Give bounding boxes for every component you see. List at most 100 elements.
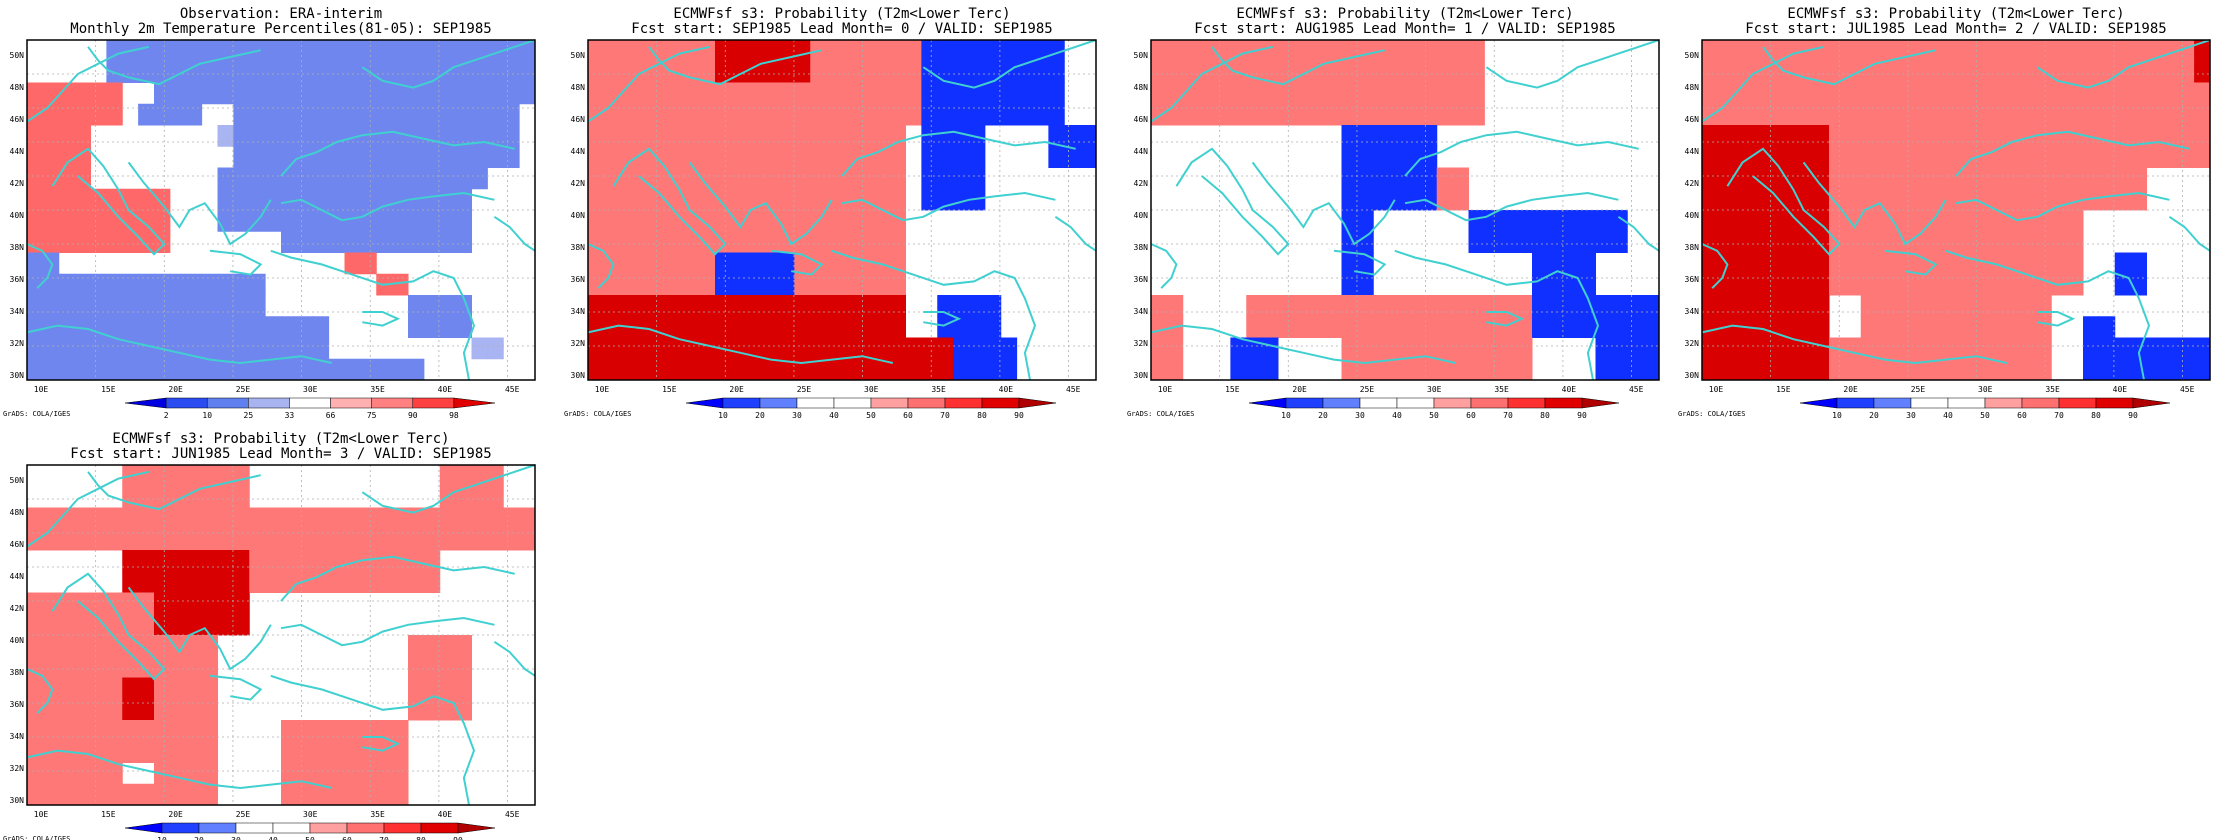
grid-cell	[1341, 358, 1358, 381]
grid-cell	[138, 210, 155, 232]
grid-cell	[1436, 316, 1454, 338]
grid-cell	[58, 592, 76, 615]
grid-cell	[683, 103, 700, 126]
coastline	[841, 191, 1056, 222]
grid-cell	[1749, 40, 1766, 62]
grid-cell	[1717, 61, 1735, 83]
grid-cell	[635, 337, 652, 360]
colorbar-label: 60	[903, 411, 913, 420]
grid-cell	[762, 167, 779, 190]
grid-cell	[42, 295, 60, 317]
grid-cell	[455, 103, 472, 126]
grid-cell	[154, 316, 171, 338]
grid-cell	[1876, 40, 1893, 62]
grid-cell	[265, 61, 282, 83]
grid-cell	[667, 82, 684, 105]
grid-cell	[439, 210, 457, 232]
grid-cell	[778, 337, 795, 360]
grid-cell	[1452, 316, 1469, 338]
grid-cell	[1436, 82, 1454, 105]
grid-cell	[1341, 295, 1358, 317]
grid-cell	[1325, 295, 1342, 317]
grid-cell	[1797, 146, 1814, 168]
grid-cell	[1389, 103, 1406, 126]
grid-cell	[762, 146, 779, 168]
grid-cell	[1781, 125, 1798, 147]
grid-cell	[1452, 40, 1469, 62]
grid-cell	[1357, 167, 1374, 190]
grid-cell	[106, 188, 123, 211]
grid-cell	[873, 295, 891, 317]
grid-cell	[1876, 252, 1893, 275]
grid-cell	[1844, 273, 1862, 296]
grid-cell	[408, 103, 425, 126]
grid-cell	[1484, 316, 1501, 338]
grid-cell	[1357, 40, 1374, 62]
grid-cell	[1892, 125, 1909, 147]
grid-cell	[1908, 231, 1925, 253]
grid-cell	[1532, 295, 1549, 317]
lon-label: 45E	[1629, 385, 1644, 394]
grid-cell	[1733, 188, 1751, 211]
grid-cell	[296, 550, 314, 572]
grid-cell	[2178, 82, 2195, 105]
lon-label: 20E	[1843, 385, 1858, 394]
grid-cell	[667, 40, 684, 62]
grid-cell	[1733, 82, 1751, 105]
grid-cell	[249, 82, 266, 105]
grid-cell	[312, 316, 330, 338]
grid-cell	[1198, 40, 1215, 62]
grid-cell	[233, 592, 250, 615]
grid-cell	[1844, 40, 1862, 62]
grid-cell	[1151, 295, 1168, 317]
lon-label: 35E	[370, 810, 385, 819]
grid-cell	[2067, 210, 2084, 232]
grid-cell	[106, 82, 123, 105]
grid-cell	[1908, 188, 1925, 211]
grid-cell	[1876, 316, 1893, 338]
lon-label: 15E	[101, 810, 116, 819]
grid-cell	[1341, 82, 1358, 105]
grid-cell	[360, 720, 377, 742]
grid-cell	[1182, 40, 1200, 62]
credit-label: GrADS: COLA/IGES	[3, 835, 70, 840]
colorbar-swatch	[981, 397, 1020, 409]
grid-cell	[471, 103, 488, 126]
grid-cell	[281, 507, 298, 530]
grid-cell	[1892, 61, 1909, 83]
grid-cell	[937, 358, 954, 381]
grid-cell	[1940, 337, 1957, 360]
grid-cell	[1829, 210, 1846, 232]
lat-label: 38N	[571, 243, 586, 252]
colorbar-label: 66	[326, 411, 336, 420]
grid-cell	[154, 550, 171, 572]
grid-cell	[699, 231, 716, 253]
lat-label: 38N	[10, 243, 25, 252]
grid-cell	[2194, 358, 2211, 381]
grid-cell	[455, 656, 472, 678]
colorbar-label: 80	[1540, 411, 1550, 420]
grid-cell	[730, 82, 748, 105]
grid-cell	[2003, 167, 2020, 190]
grid-cell	[138, 741, 155, 763]
colorbar-swatch	[1470, 397, 1509, 409]
grid-cell	[2051, 125, 2068, 147]
grid-cell	[2003, 358, 2020, 381]
grid-cell	[651, 210, 668, 232]
grid-cell	[1436, 40, 1454, 62]
grid-cell	[1611, 316, 1628, 338]
grid-cell	[42, 507, 60, 530]
grid-cell	[154, 677, 171, 700]
lat-label: 40N	[1685, 211, 1700, 220]
grid-cell	[715, 40, 732, 62]
grid-cell	[1956, 61, 1973, 83]
colorbar-swatch	[1544, 397, 1583, 409]
grid-cell	[58, 613, 76, 636]
lat-label: 42N	[571, 179, 586, 188]
grid-cell	[503, 146, 520, 168]
grid-cell	[281, 61, 298, 83]
grid-cell	[1262, 316, 1279, 338]
grid-cell	[201, 316, 218, 338]
grid-cell	[138, 273, 155, 296]
grid-cell	[619, 61, 637, 83]
